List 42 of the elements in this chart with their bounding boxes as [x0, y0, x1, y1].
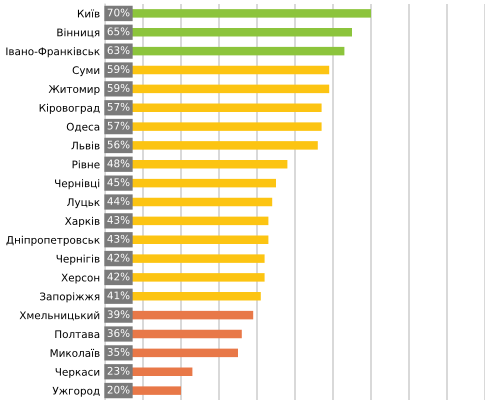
data-label: 44% [107, 197, 130, 206]
data-label: 57% [108, 122, 130, 130]
data-label: 43% [107, 216, 130, 224]
data-label: 70% [108, 8, 130, 16]
data-label: 59% [108, 84, 130, 92]
data-label: 42% [107, 254, 130, 262]
data-label: 65% [108, 27, 130, 36]
y-tick-label: Полтава [55, 330, 100, 338]
y-tick-label: Миколаїв [50, 348, 100, 357]
data-label: 43% [107, 234, 130, 243]
data-label: 20% [108, 386, 130, 394]
data-label: 59% [108, 65, 130, 74]
data-label: 48% [107, 159, 130, 168]
y-tick-label: Київ [78, 9, 100, 18]
data-label: 45% [107, 178, 130, 186]
y-tick-label: Луцьк [67, 198, 100, 208]
y-tick-label: Житомир [48, 85, 100, 95]
y-tick-label: Запоріжжя [40, 292, 100, 302]
y-tick-label: Рівне [72, 160, 100, 168]
data-label: 57% [108, 102, 130, 111]
y-tick-label: Хмельницький [20, 311, 100, 321]
data-label: 39% [108, 310, 130, 318]
y-tick-label: Вінниця [57, 28, 100, 38]
data-label: 63% [108, 46, 130, 54]
y-tick-label: Черкаси [56, 368, 100, 378]
y-tick-label: Херсон [61, 274, 100, 284]
y-tick-label: Кіровоград [40, 104, 100, 114]
y-tick-label: Львів [71, 141, 100, 150]
y-tick-label: Чернігів [56, 254, 100, 265]
data-label: 23% [108, 366, 130, 375]
data-label: 35% [108, 348, 130, 356]
y-tick-label: Суми [72, 66, 100, 76]
y-tick-label: Ужгород [52, 386, 100, 397]
data-label: 41% [107, 291, 130, 300]
y-tick-label: Одеса [66, 122, 100, 132]
y-tick-label: Чернівці [55, 179, 100, 190]
y-tick-label: Дніпропетровськ [6, 236, 100, 246]
y-tick-label: Харків [64, 216, 100, 227]
data-label: 36% [108, 329, 130, 338]
y-tick-label: Івано-Франківськ [6, 47, 100, 58]
data-label: 42% [107, 272, 130, 280]
data-label: 56% [108, 140, 130, 148]
